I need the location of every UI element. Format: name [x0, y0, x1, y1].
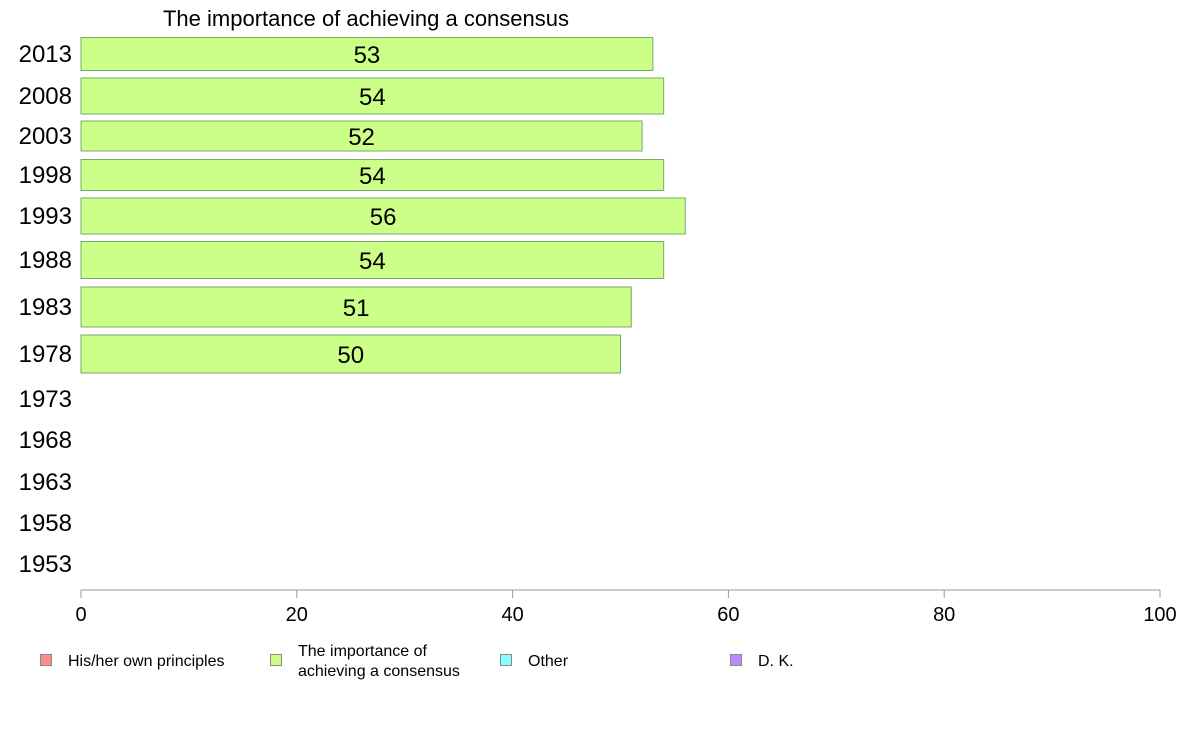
- legend-swatch-own-principles: [40, 654, 52, 666]
- legend-swatch-consensus: [270, 654, 282, 666]
- bar: [80, 77, 665, 115]
- legend-label-own-principles: His/her own principles: [68, 653, 225, 670]
- y-tick-label: 1998: [19, 162, 72, 189]
- data-label: 50: [337, 342, 364, 369]
- legend-label-consensus: The importance of achieving a consensus: [298, 643, 460, 680]
- x-tick-label: 40: [501, 604, 523, 626]
- chart-title: The importance of achieving a consensus: [163, 6, 569, 31]
- y-tick-label: 1978: [19, 341, 72, 368]
- data-label: 51: [343, 295, 370, 322]
- data-label: 54: [359, 84, 386, 111]
- bar: [80, 241, 665, 279]
- bar: [80, 37, 654, 71]
- y-tick-label: 1983: [19, 294, 72, 321]
- legend-item-consensus: The importance of achieving a consensus: [270, 642, 488, 682]
- y-tick-label: 2013: [19, 41, 72, 68]
- y-tick-label: 2008: [19, 83, 72, 110]
- data-label: 54: [359, 248, 386, 275]
- bar: [80, 334, 621, 374]
- y-tick-label: 1963: [19, 469, 72, 496]
- y-tick-label: 1953: [19, 551, 72, 578]
- data-label: 53: [354, 42, 381, 69]
- x-tick-label: 80: [933, 604, 955, 626]
- x-tick-label: 100: [1143, 604, 1176, 626]
- bar: [80, 197, 686, 235]
- bar: [80, 286, 632, 328]
- legend-swatch-dk: [730, 654, 742, 666]
- legend-label-other: Other: [528, 653, 569, 670]
- y-tick-label: 1993: [19, 203, 72, 230]
- legend-item-own-principles: His/her own principles: [40, 642, 258, 672]
- x-tick-label: 60: [717, 604, 739, 626]
- y-tick-label: 1968: [19, 427, 72, 454]
- x-tick-label: 20: [286, 604, 308, 626]
- y-tick-label: 1958: [19, 510, 72, 537]
- y-tick-label: 1973: [19, 386, 72, 413]
- bar: [80, 159, 665, 191]
- chart-plot-area: The importance of achieving a consensus 2…: [19, 6, 1177, 626]
- y-tick-label: 1988: [19, 247, 72, 274]
- legend-item-other: Other: [500, 642, 718, 672]
- bar: [80, 120, 643, 152]
- data-label: 56: [370, 204, 397, 231]
- legend-label-dk: D. K.: [758, 653, 794, 670]
- data-label: 54: [359, 163, 386, 190]
- chart-legend: His/her own principles The importance of…: [0, 642, 1188, 692]
- data-label: 52: [348, 124, 375, 151]
- legend-swatch-other: [500, 654, 512, 666]
- legend-item-dk: D. K.: [730, 642, 948, 672]
- x-tick-label: 0: [75, 604, 86, 626]
- y-tick-label: 2003: [19, 123, 72, 150]
